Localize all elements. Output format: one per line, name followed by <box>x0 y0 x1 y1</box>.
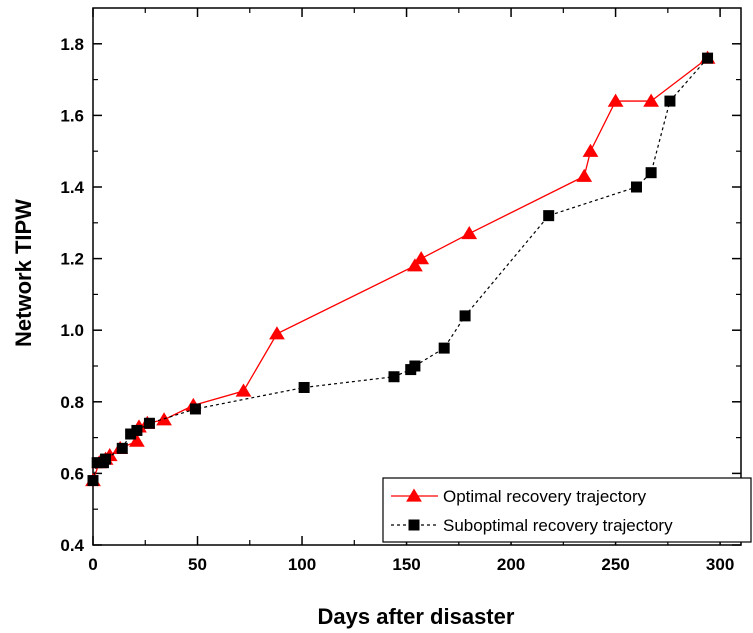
series-layer <box>85 50 716 487</box>
data-point-triangle <box>269 326 285 340</box>
data-point-square <box>116 442 128 454</box>
data-point-triangle <box>643 93 659 107</box>
series-optimal <box>85 50 716 487</box>
data-point-square <box>100 453 112 465</box>
legend-label: Suboptimal recovery trajectory <box>443 516 673 535</box>
x-tick-label: 300 <box>706 555 734 574</box>
data-point-triangle <box>235 383 252 397</box>
data-point-square <box>91 457 103 469</box>
legend-marker-square <box>408 519 420 531</box>
x-tick-label: 100 <box>288 555 316 574</box>
data-point-triangle <box>413 251 430 265</box>
data-point-square <box>702 52 714 64</box>
data-point-triangle <box>461 226 478 240</box>
y-tick-label: 0.6 <box>60 464 84 483</box>
y-tick-label: 1.8 <box>60 35 84 54</box>
series-line <box>92 57 708 481</box>
legend-label: Optimal recovery trajectory <box>443 487 647 506</box>
y-tick-label: 1.4 <box>60 178 84 197</box>
x-axis-title: Days after disaster <box>318 604 515 629</box>
data-point-triangle <box>582 143 599 157</box>
y-tick-label: 1.2 <box>60 250 84 269</box>
data-point-square <box>298 381 310 393</box>
legend-box <box>382 477 752 543</box>
data-point-square <box>630 181 642 193</box>
series-line <box>92 57 709 481</box>
data-point-triangle <box>129 433 145 447</box>
data-point-square <box>664 95 676 107</box>
data-point-square <box>143 417 155 429</box>
x-tick-label: 250 <box>601 555 629 574</box>
plot-frame <box>92 7 742 546</box>
data-point-square <box>125 428 137 440</box>
x-tick-label: 150 <box>392 555 420 574</box>
data-point-square <box>543 210 555 222</box>
x-tick-label: 0 <box>88 555 97 574</box>
data-point-square <box>87 475 99 487</box>
data-point-square <box>388 371 400 383</box>
series-suboptimal <box>87 52 714 487</box>
axes: 0 50 100 150 200 250 300 0.4 0.6 0.8 1.0 1.2 1.4 1.6 1… <box>60 7 742 574</box>
y-tick-label: 0.8 <box>60 393 84 412</box>
y-tick-label: 1.6 <box>60 106 84 125</box>
y-tick-label: 1.0 <box>60 321 84 340</box>
y-tick-label: 0.4 <box>60 536 84 555</box>
data-point-square <box>459 310 471 322</box>
legend-marker-triangle <box>406 488 422 502</box>
data-point-triangle <box>576 168 593 182</box>
x-tick-label: 50 <box>188 555 207 574</box>
data-point-triangle <box>407 258 423 272</box>
y-axis-title: Network TIPW <box>11 199 36 347</box>
data-point-triangle <box>607 93 624 107</box>
legend: Optimal recovery trajectory Suboptimal re… <box>382 477 752 543</box>
data-point-square <box>131 424 143 436</box>
x-tick-label: 200 <box>497 555 525 574</box>
data-point-square <box>645 167 657 179</box>
data-point-square <box>438 342 450 354</box>
data-point-square <box>409 360 421 372</box>
data-point-square <box>189 403 201 415</box>
